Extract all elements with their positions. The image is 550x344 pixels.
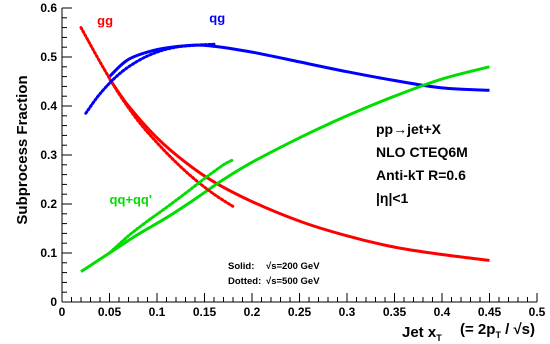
series-line-qq-solid [80,65,490,273]
y-tick-label: 0 [50,295,57,309]
series-line-qg-solid [108,43,490,92]
x-axis-title-main: Jet x [402,324,437,341]
series-line-qg-dotted [84,42,216,115]
x-tick-label: 0.5 [529,305,546,319]
annotation-eta-cut: |η|<1 [376,190,409,206]
annotation-algorithm: Anti-kT R=0.6 [376,167,466,183]
x-tick-label: 0.4 [434,305,451,319]
series-label-qg: qg [209,11,225,26]
note-solid-value: √s=200 GeV [266,261,320,272]
x-tick-label: 0.1 [149,305,166,319]
note-dotted-label: Dotted: [228,276,261,287]
series-label-qq: qq+qq' [110,192,152,207]
x-axis-definition-tail: / √s) [501,321,535,338]
curves-layer: gg qg qq+qq' [79,11,490,273]
note-solid-label: Solid: [228,261,254,272]
x-tick-label: 0.25 [288,305,312,319]
y-tick-label: 0.4 [40,99,57,113]
y-tick-label: 0.6 [40,1,57,15]
x-axis-title: Jet xT (= 2pT / √s) [402,321,535,343]
x-tick-label: 0 [59,305,66,319]
y-tick-label: 0.1 [40,246,57,260]
svg-text:Jet xT: Jet xT [402,324,442,343]
svg-text:(= 2pT / √s): (= 2pT / √s) [460,321,535,340]
series-line-qq-dotted [108,158,235,255]
series-label-gg: gg [97,13,113,28]
note-dotted-value: √s=500 GeV [266,276,320,287]
y-tick-label: 0.2 [40,197,57,211]
x-tick-label: 0.35 [383,305,407,319]
y-tick-label: 0.5 [40,50,57,64]
x-axis-title-subscript: T [436,333,442,343]
annotation-process: pp→jet+X [376,121,442,137]
x-tick-label: 0.2 [244,305,261,319]
annotation-pdf: NLO CTEQ6M [376,144,468,160]
x-tick-label: 0.05 [98,305,122,319]
y-tick-label: 0.3 [40,148,57,162]
x-tick-label: 0.15 [193,305,217,319]
series-line-gg-dotted [79,26,235,208]
x-axis-definition: (= 2p [460,321,495,338]
x-tick-label: 0.3 [339,305,356,319]
x-axis-definition-subscript: T [495,330,501,340]
axes-layer: 0 0.05 0.1 0.15 0.2 0.25 0.3 0.35 0.4 0.45 0.5 0 0.1… [40,1,545,319]
x-tick-label: 0.45 [478,305,502,319]
series-line-gg-solid [108,78,490,262]
y-axis-title: Subprocess Fraction [14,75,31,224]
